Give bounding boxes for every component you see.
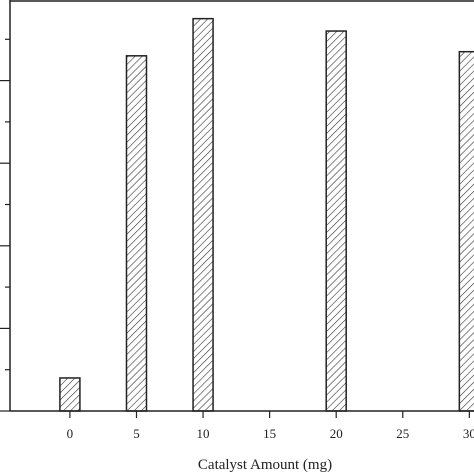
bar-20mg [325, 30, 347, 412]
x-axis-title: Catalyst Amount (mg) [198, 457, 332, 473]
x-tick-label: 10 [197, 426, 210, 441]
x-tick-label: 25 [396, 426, 409, 441]
x-tick-label: 5 [133, 426, 140, 441]
bars-group [59, 17, 474, 412]
x-tick-label: 20 [330, 426, 343, 441]
x-tick-label: 0 [67, 426, 74, 441]
bar-10mg [192, 17, 214, 412]
y-axis-ticks [0, 38, 10, 412]
plot-frame [9, 0, 474, 412]
bar-0mg [59, 377, 81, 412]
x-tick-label: 30 [463, 426, 474, 441]
x-axis-ticks: 0 5 10 15 20 25 30 [67, 411, 474, 441]
bar-5mg [125, 55, 148, 412]
bar-30mg [458, 50, 474, 412]
x-tick-label: 15 [263, 426, 276, 441]
